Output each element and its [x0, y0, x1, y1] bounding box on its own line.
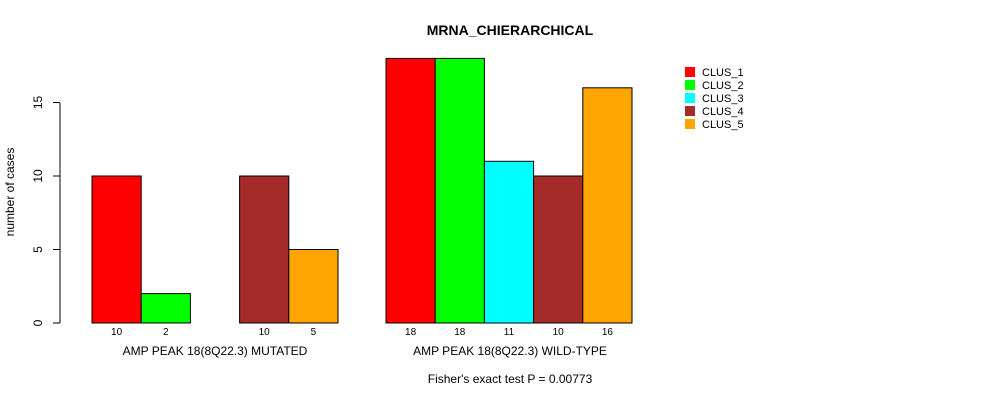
y-tick-label-10: 10	[31, 169, 45, 183]
y-axis-label: number of cases	[3, 148, 17, 237]
legend-label-clus_5: CLUS_5	[702, 119, 744, 131]
bar-clus_2-group-2	[434, 57, 485, 324]
legend-label-clus_3: CLUS_3	[702, 93, 744, 105]
group-label-wild-type: AMP PEAK 18(8Q22.3) WILD-TYPE	[413, 344, 607, 358]
count-labels: 10 2 10 5 18 18 11 10 16	[111, 327, 613, 338]
bar-clus_3-group-2	[483, 160, 535, 324]
legend-label-clus_2: CLUS_2	[702, 80, 744, 92]
count-label-clus_3-group-2: 11	[504, 327, 515, 338]
count-label-clus_2-group-1: 2	[163, 327, 169, 338]
legend-label-clus_1: CLUS_1	[702, 67, 744, 79]
count-label-clus_4-group-1: 10	[259, 327, 271, 338]
fisher-test-footnote: Fisher's exact test P = 0.00773	[428, 372, 593, 386]
bar-clus_1-group-1	[91, 175, 142, 324]
count-label-clus_1-group-1: 10	[111, 327, 123, 338]
bar-clus_1-group-2	[385, 57, 436, 324]
group-label-mutated: AMP PEAK 18(8Q22.3) MUTATED	[123, 344, 308, 358]
legend-swatch-clus_3	[685, 93, 695, 103]
y-tick-label-15: 15	[31, 96, 45, 110]
legend-swatch-clus_5	[685, 119, 695, 129]
bars	[91, 57, 633, 324]
y-ticks: 0 5 10 15	[31, 96, 60, 326]
bar-clus_4-group-2	[533, 175, 584, 324]
count-label-clus_4-group-2: 10	[553, 327, 565, 338]
bar-clus_2-group-1	[140, 293, 191, 324]
count-label-clus_1-group-2: 18	[405, 327, 417, 338]
bar-clus_4-group-1	[239, 175, 290, 324]
bar-clus_5-group-2	[582, 87, 633, 324]
count-label-clus_5-group-2: 16	[602, 327, 614, 338]
chart-title: MRNA_CHIERARCHICAL	[427, 22, 594, 38]
count-label-clus_2-group-2: 18	[454, 327, 466, 338]
legend-swatch-clus_1	[685, 67, 695, 77]
legend-label-clus_4: CLUS_4	[702, 106, 744, 118]
legend-swatch-clus_2	[685, 80, 695, 90]
legend-swatch-clus_4	[685, 106, 695, 116]
y-tick-label-5: 5	[31, 246, 45, 253]
count-label-clus_5-group-1: 5	[311, 327, 317, 338]
bar-clus_5-group-1	[288, 249, 339, 324]
y-tick-label-0: 0	[31, 319, 45, 326]
